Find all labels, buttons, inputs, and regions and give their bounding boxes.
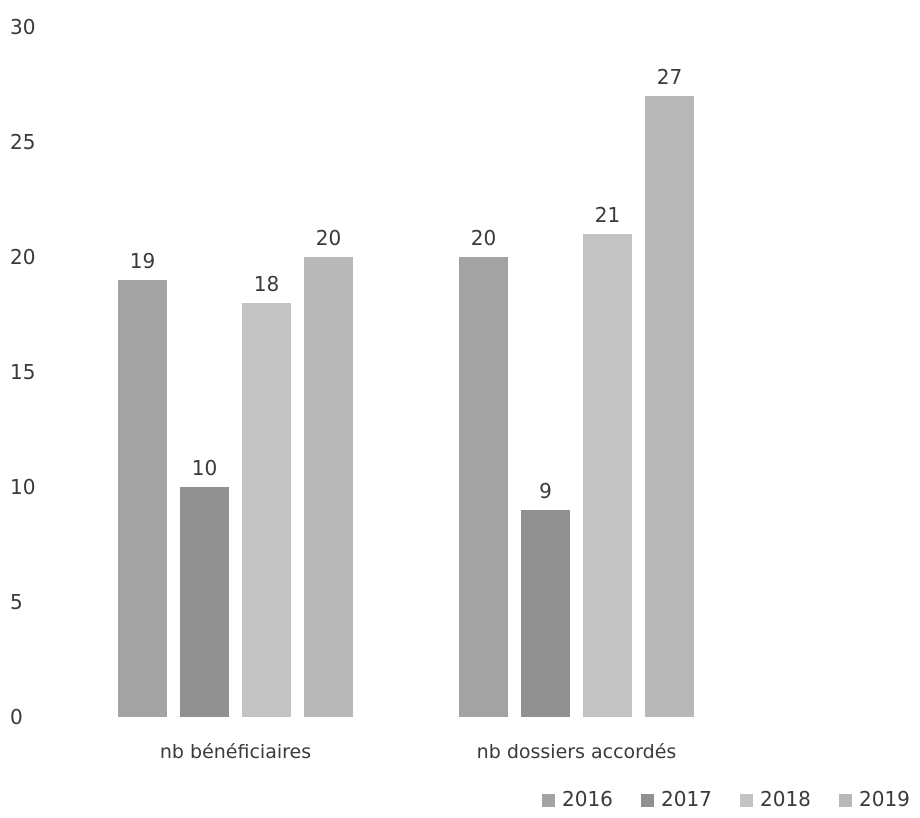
bar-2018-1 — [242, 303, 291, 717]
y-tick-label-0: 0 — [10, 705, 23, 729]
data-label-2019-2: 27 — [657, 65, 682, 89]
bar-2017-1 — [180, 487, 229, 717]
data-label-2016-2: 20 — [471, 226, 496, 250]
bar-2016-2 — [459, 257, 508, 717]
data-labels: 19 10 18 20 20 9 21 27 — [130, 65, 682, 503]
data-label-2018-1: 18 — [254, 272, 279, 296]
y-tick-label-30: 30 — [10, 15, 35, 39]
legend-label-2017: 2017 — [661, 787, 712, 811]
legend-swatch-2017 — [641, 794, 654, 807]
bar-2018-2 — [583, 234, 632, 717]
legend-label-2016: 2016 — [562, 787, 613, 811]
y-tick-label-10: 10 — [10, 475, 35, 499]
category-label-1: nb bénéficiaires — [160, 741, 311, 763]
bars — [118, 96, 694, 717]
y-tick-label-15: 15 — [10, 360, 35, 384]
bar-2019-2 — [645, 96, 694, 717]
bar-2019-1 — [304, 257, 353, 717]
data-label-2018-2: 21 — [595, 203, 620, 227]
legend-label-2019: 2019 — [859, 787, 910, 811]
data-label-2019-1: 20 — [316, 226, 341, 250]
legend-swatch-2019 — [839, 794, 852, 807]
category-label-2: nb dossiers accordés — [477, 741, 677, 763]
category-axis: nb bénéficiaires nb dossiers accordés — [160, 741, 676, 763]
legend: 2016 2017 2018 2019 — [542, 787, 910, 811]
y-tick-label-25: 25 — [10, 130, 35, 154]
bar-2017-2 — [521, 510, 570, 717]
y-tick-label-20: 20 — [10, 245, 35, 269]
data-label-2017-1: 10 — [192, 456, 217, 480]
legend-swatch-2016 — [542, 794, 555, 807]
data-label-2017-2: 9 — [539, 479, 552, 503]
y-tick-label-5: 5 — [10, 590, 23, 614]
legend-label-2018: 2018 — [760, 787, 811, 811]
bar-2016-1 — [118, 280, 167, 717]
data-label-2016-1: 19 — [130, 249, 155, 273]
y-axis: 0 5 10 15 20 25 30 — [10, 15, 35, 729]
legend-swatch-2018 — [740, 794, 753, 807]
